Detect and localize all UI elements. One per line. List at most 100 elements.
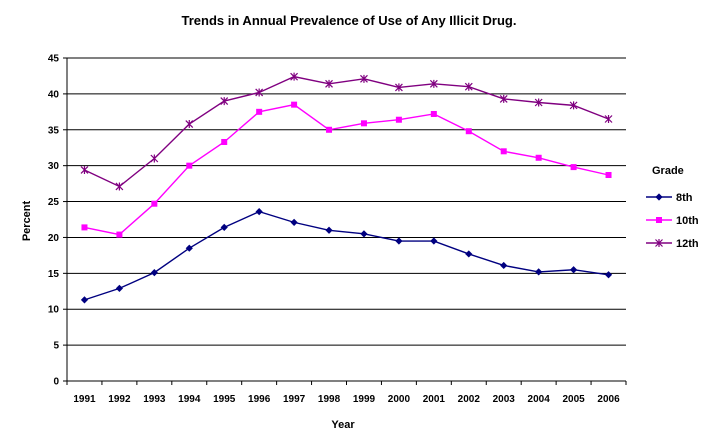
data-point [325, 79, 333, 88]
data-point [535, 154, 542, 161]
data-point [430, 237, 438, 245]
data-point [220, 223, 228, 231]
data-point [151, 200, 158, 207]
legend-label: 8th [676, 192, 693, 204]
data-point [465, 128, 472, 135]
y-axis-title: Percent [21, 200, 33, 241]
data-point [325, 226, 333, 234]
x-tick-label: 2004 [528, 394, 551, 405]
legend-item-10th: 10th [646, 215, 699, 227]
chart-title: Trends in Annual Prevalence of Use of An… [182, 13, 517, 28]
series-group [80, 72, 613, 304]
series-line [84, 75, 609, 188]
legend-label: 10th [676, 215, 699, 227]
data-point [80, 165, 89, 174]
x-tick-label: 1992 [108, 394, 131, 405]
legend-item-12th: 12th [646, 238, 699, 250]
data-point [500, 148, 507, 155]
x-tick-label: 2006 [597, 394, 620, 405]
legend-title: Grade [652, 165, 684, 177]
data-point [360, 74, 368, 83]
x-tick-label: 1993 [143, 394, 166, 405]
data-point [394, 83, 403, 92]
data-point [326, 126, 333, 133]
y-tick-label: 10 [48, 305, 60, 316]
data-point [291, 101, 298, 108]
data-point [150, 154, 159, 163]
data-point [535, 268, 543, 276]
legend-item-8th: 8th [646, 192, 693, 204]
x-axis-ticks: 1991 1992 1993 1994 1995 1996 1997 1998 1999 2000… [66, 381, 627, 405]
series-line [84, 103, 609, 236]
legend-marker [656, 217, 662, 223]
data-point [255, 88, 264, 97]
data-point [220, 97, 229, 106]
x-tick-label: 1995 [213, 394, 236, 405]
data-point [499, 94, 508, 103]
legend: Grade 8th 10th 12th [646, 165, 699, 250]
data-point [81, 224, 88, 231]
series-12th [80, 72, 613, 191]
data-point [534, 98, 543, 107]
y-tick-label: 30 [48, 161, 60, 172]
data-point [150, 269, 158, 277]
data-point [604, 115, 613, 124]
y-tick-label: 25 [48, 197, 60, 208]
y-axis-ticks: 0 5 10 15 20 25 30 35 40 45 [48, 54, 67, 388]
data-point [290, 218, 298, 226]
series-8th [80, 208, 613, 304]
y-tick-label: 15 [48, 269, 60, 280]
data-point [115, 284, 124, 293]
data-point [185, 120, 194, 129]
gridlines [67, 57, 626, 346]
data-point [500, 261, 508, 270]
x-tick-label: 2003 [493, 394, 516, 405]
legend-marker [655, 193, 663, 201]
data-point [115, 182, 124, 191]
x-tick-label: 1994 [178, 394, 201, 405]
data-point [80, 296, 89, 304]
data-point [430, 110, 437, 117]
data-point [395, 237, 403, 245]
data-point [360, 120, 367, 127]
data-point [256, 108, 263, 115]
data-point [605, 171, 612, 178]
data-point [221, 138, 228, 145]
y-tick-label: 5 [53, 341, 59, 352]
series-line [84, 210, 609, 301]
legend-marker [655, 239, 663, 247]
x-tick-label: 2002 [458, 394, 481, 405]
x-tick-label: 1998 [318, 394, 341, 405]
x-axis-title: Year [331, 419, 355, 431]
data-point [290, 72, 299, 81]
x-tick-label: 1991 [73, 394, 96, 405]
data-point [186, 162, 193, 169]
data-point [429, 79, 438, 88]
y-tick-label: 45 [48, 54, 60, 65]
axes [66, 58, 626, 382]
y-tick-label: 20 [48, 233, 60, 244]
y-tick-label: 40 [48, 89, 60, 100]
data-point [360, 230, 368, 238]
series-10th [81, 101, 612, 238]
data-point [185, 244, 193, 252]
data-point [569, 101, 578, 110]
data-point [255, 208, 263, 216]
data-point [464, 82, 473, 91]
data-point [395, 116, 402, 123]
data-point [465, 250, 473, 258]
x-tick-label: 1997 [283, 394, 306, 405]
data-point [569, 266, 578, 274]
x-tick-label: 1996 [248, 394, 271, 405]
x-tick-label: 2005 [562, 394, 585, 405]
y-tick-label: 35 [48, 125, 60, 136]
data-point [116, 231, 123, 238]
data-point [604, 271, 613, 279]
legend-label: 12th [676, 238, 699, 250]
data-point [570, 164, 577, 171]
x-tick-label: 2001 [423, 394, 446, 405]
y-tick-label: 0 [53, 377, 59, 388]
x-tick-label: 2000 [388, 394, 411, 405]
x-tick-label: 1999 [353, 394, 376, 405]
